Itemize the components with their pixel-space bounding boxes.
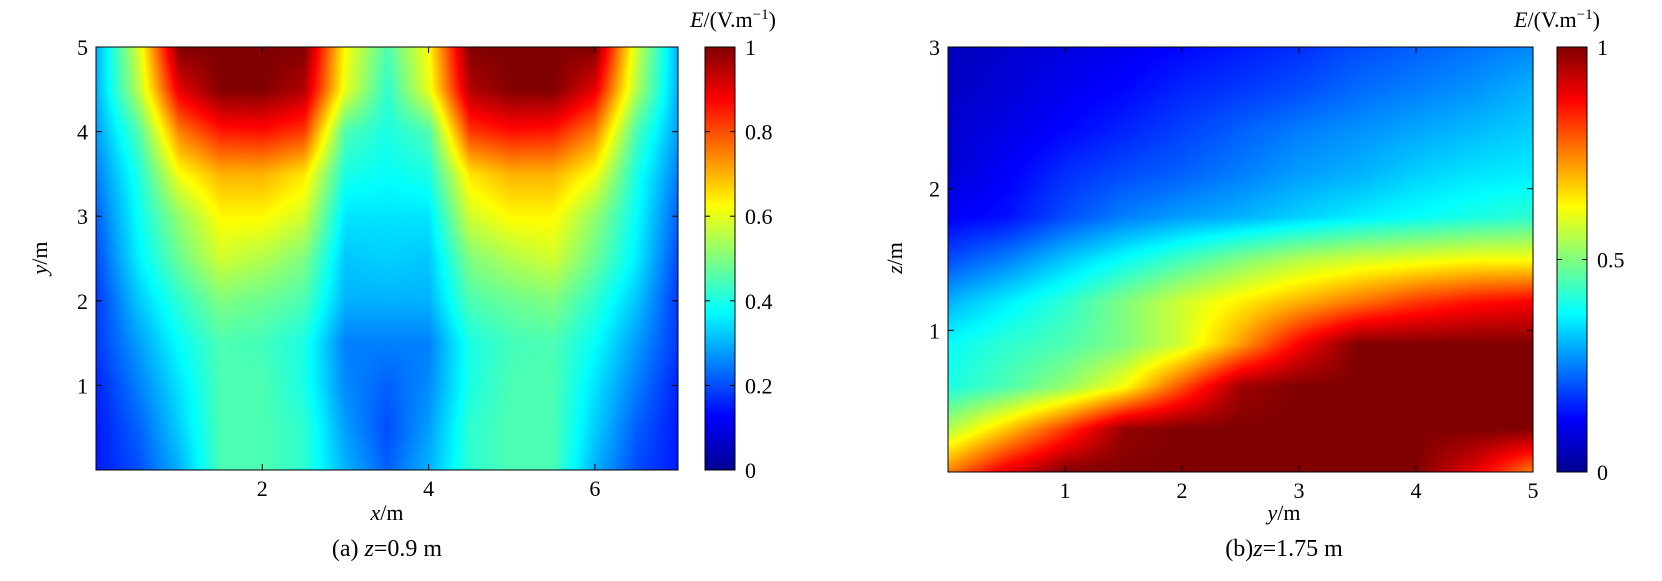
panel-a-x-tick-label: 4 [423, 476, 434, 501]
panel-a-heatmap [96, 47, 678, 470]
panel-b-x-tick-label: 2 [1177, 478, 1188, 503]
panel-b-caption: (b)z=1.75 m [1225, 536, 1343, 562]
panel-a-y-tick-label: 3 [77, 204, 88, 229]
panel-a-colorbar-tick-label: 0 [745, 458, 756, 483]
panel-b-axes: 1 2 3 4 5 1 2 3 [929, 35, 1539, 503]
panel-a-axes: 2 4 6 1 2 3 4 5 [77, 35, 678, 501]
panel-b-colorbar-ticks: 00.51 [1557, 35, 1625, 485]
panel-a-colorbar-ticks: 0 0.2 0.4 0.6 0.8 1 [705, 35, 773, 483]
panel-b-x-tick-label: 4 [1411, 478, 1422, 503]
panel-a-colorbar-tick-label: 0.2 [745, 373, 773, 398]
panel-a-colorbar-tick-label: 1 [745, 35, 756, 60]
panel-a-x-axis-label: x/m [370, 500, 404, 525]
panel-a-y-tick-label: 1 [77, 373, 88, 398]
panel-b-x-axis-label: y/m [1266, 500, 1301, 525]
panel-a-caption: (a) z=0.9 m [332, 536, 443, 562]
panel-a-x-tick-label: 6 [589, 476, 600, 501]
panel-a-colorbar-tick-label: 0.4 [745, 289, 773, 314]
panel-a-y-tick-label: 5 [77, 35, 88, 60]
panel-b-colorbar-tick-label: 1 [1597, 35, 1608, 60]
panel-b-y-tick-label: 3 [929, 35, 940, 60]
panel-a-y-tick-label: 4 [77, 120, 88, 145]
panel-a-colorbar-frame [704, 46, 736, 471]
panel-a-x-tick-label: 2 [257, 476, 268, 501]
panel-b-heatmap [948, 47, 1533, 472]
panel-a-y-tick-label: 2 [77, 289, 88, 314]
panel-a-colorbar-tick-label: 0.6 [745, 204, 773, 229]
panel-b-y-axis-label: z/m [882, 242, 907, 275]
panel-b-colorbar-tick-label: 0.5 [1597, 248, 1625, 273]
panel-b-x-tick-label: 5 [1528, 478, 1539, 503]
panel-b-colorbar-tick-label: 0 [1597, 460, 1608, 485]
panel-b-y-tick-label: 2 [929, 177, 940, 202]
panel-a-colorbar [705, 47, 735, 470]
panel-b-x-tick-label: 1 [1060, 478, 1071, 503]
panel-b-x-tick-label: 3 [1294, 478, 1305, 503]
panel-a-y-axis-label: y/m [27, 242, 52, 277]
panel-b-plot-frame [947, 46, 1534, 473]
panel-b-y-tick-label: 1 [929, 318, 940, 343]
panel-a-colorbar-tick-label: 0.8 [745, 120, 773, 145]
panel-a-plot-frame [95, 46, 679, 471]
panel-a-colorbar-title: E/(V.m−1) [689, 7, 776, 32]
panel-b-colorbar-title: E/(V.m−1) [1513, 7, 1600, 32]
